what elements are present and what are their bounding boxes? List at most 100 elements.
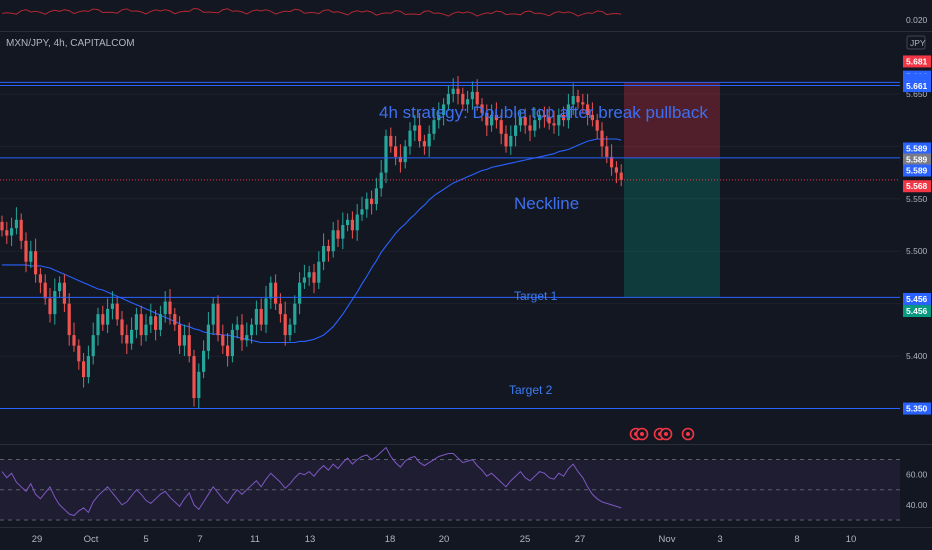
- candle: [518, 110, 522, 132]
- candle: [120, 311, 124, 344]
- candle: [336, 219, 340, 248]
- candle-body: [379, 172, 383, 189]
- candle: [110, 291, 114, 320]
- candle: [523, 108, 527, 134]
- neckline-label[interactable]: Neckline: [514, 194, 579, 213]
- candle: [158, 305, 162, 337]
- time-axis[interactable]: 29 Oct 5 7 11 13 18 20 25 27 Nov 3 8 10: [32, 534, 857, 545]
- candle-body: [518, 117, 522, 126]
- candle: [360, 196, 364, 221]
- price-tag[interactable]: 5.350: [903, 402, 931, 415]
- price-tag[interactable]: 5.568: [903, 180, 931, 193]
- price-tag-label: 5.589: [906, 154, 928, 164]
- price-tag[interactable]: 5.661: [903, 80, 931, 93]
- target2-label[interactable]: Target 2: [509, 383, 553, 397]
- event-marker-icon[interactable]: [659, 427, 673, 441]
- date-tick-label: 29: [32, 534, 43, 545]
- horizontal-lines[interactable]: [0, 81, 900, 410]
- price-tag-box: [903, 402, 931, 415]
- candle-body: [533, 120, 537, 131]
- candle-body: [542, 114, 546, 118]
- price-tag[interactable]: 5.456: [903, 292, 931, 305]
- candle: [283, 301, 287, 346]
- event-markers[interactable]: [629, 427, 695, 441]
- candle: [446, 85, 450, 111]
- event-marker-dot: [686, 432, 690, 436]
- candle-body: [350, 219, 354, 231]
- stop-loss-zone[interactable]: [624, 82, 720, 158]
- price-tag[interactable]: 5.681: [903, 55, 931, 68]
- candle: [221, 324, 225, 355]
- candle-body: [437, 114, 441, 121]
- candle-body: [552, 123, 556, 126]
- currency-button-frame: [906, 35, 926, 50]
- price-tag-box: [903, 80, 931, 93]
- candle-body: [144, 324, 148, 336]
- event-marker-icon[interactable]: [635, 427, 649, 441]
- candle-body: [48, 298, 52, 315]
- candle-body: [34, 251, 38, 275]
- target1-label[interactable]: Target 1: [514, 289, 558, 303]
- candle: [38, 268, 42, 294]
- candle: [619, 164, 623, 187]
- candle-body: [600, 130, 604, 147]
- candle: [115, 297, 119, 326]
- candle-body: [182, 335, 186, 346]
- price-tag[interactable]: 5.589: [903, 142, 931, 155]
- price-axis[interactable]: 5.3505.4005.4505.5005.5505.6005.6505.681…: [903, 55, 931, 415]
- candle-body: [408, 130, 412, 147]
- candle: [230, 323, 234, 363]
- candle: [485, 104, 489, 136]
- candle: [259, 298, 263, 331]
- candle-body: [125, 335, 129, 344]
- price-tag-box: [903, 164, 931, 177]
- candle: [432, 109, 436, 141]
- candle-body: [288, 324, 292, 336]
- candle-body: [331, 230, 335, 252]
- candle-body: [5, 230, 9, 236]
- candle-body: [427, 133, 431, 147]
- candle-body: [605, 146, 609, 157]
- event-marker-icon[interactable]: [681, 427, 695, 441]
- candle: [5, 221, 9, 244]
- price-tick-label: 5.550: [906, 194, 928, 204]
- price-tag[interactable]: 5.456: [903, 305, 931, 318]
- candle-body: [619, 172, 623, 180]
- candle: [542, 106, 546, 128]
- candle: [58, 276, 62, 298]
- candle-body: [590, 114, 594, 121]
- candle-body: [77, 345, 81, 362]
- price-tag[interactable]: 5.589: [903, 164, 931, 177]
- candle: [149, 303, 153, 334]
- currency-button-label: JPY: [910, 38, 926, 48]
- price-tag[interactable]: 5.589: [903, 153, 931, 166]
- candle-body: [389, 135, 393, 147]
- candle-body: [19, 219, 23, 241]
- candle: [211, 297, 215, 336]
- candle-body: [475, 91, 479, 105]
- candle-body: [72, 335, 76, 346]
- candle-body: [494, 114, 498, 121]
- price-tag-box: [903, 305, 931, 318]
- candle-body: [216, 303, 220, 336]
- event-marker-dot: [640, 432, 644, 436]
- currency-button[interactable]: JPY: [906, 35, 926, 50]
- candle: [552, 110, 556, 134]
- candle-body: [326, 246, 330, 252]
- strategy-title[interactable]: 4h strategy: Double top after break pull…: [379, 103, 708, 122]
- date-tick-label: 20: [439, 534, 450, 545]
- candle: [254, 300, 258, 336]
- candle: [346, 213, 350, 232]
- candle-body: [67, 303, 71, 336]
- candle-body: [192, 356, 196, 399]
- candle: [91, 322, 95, 365]
- candle-body: [250, 324, 254, 336]
- candle: [590, 102, 594, 127]
- candle: [53, 278, 57, 325]
- short-position-tool[interactable]: [624, 82, 720, 298]
- candle: [34, 238, 38, 283]
- candle-body: [0, 221, 4, 231]
- candle: [427, 125, 431, 157]
- take-profit-zone[interactable]: [624, 157, 720, 298]
